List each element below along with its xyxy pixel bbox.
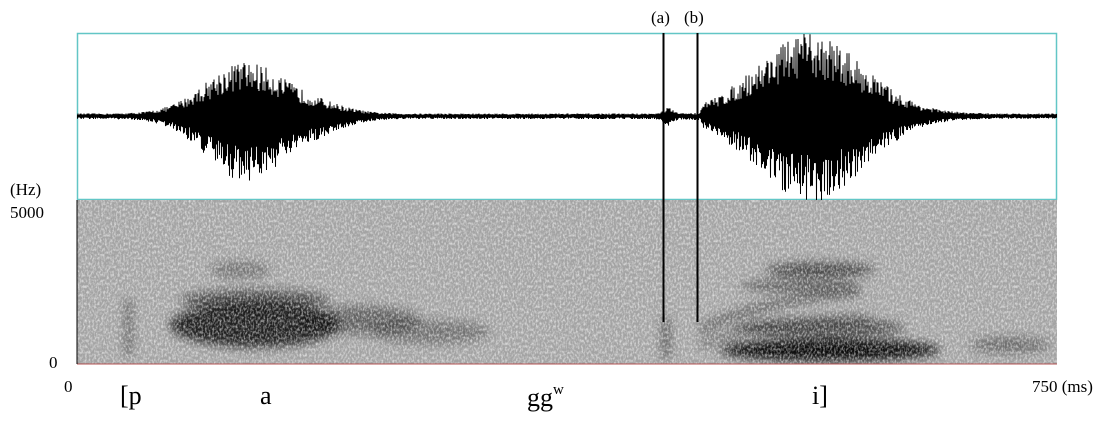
marker-label-a: (a): [651, 8, 670, 27]
x-axis-tick-750: 750 (ms): [1032, 377, 1093, 396]
spectrogram-panel: [77, 200, 1057, 364]
waveform-trace: [77, 33, 1057, 200]
segment-ggw-sup: w: [553, 382, 564, 398]
x-axis-tick-0: 0: [64, 377, 73, 396]
segment-p: [p: [120, 381, 142, 410]
y-axis-tick-0: 0: [49, 353, 58, 372]
segment-ggw: ggw: [527, 383, 564, 411]
segment-ggw-base: gg: [527, 383, 553, 412]
y-axis-unit: (Hz): [10, 180, 42, 199]
marker-label-b: (b): [684, 8, 704, 27]
segment-i: i]: [812, 381, 828, 410]
y-axis-tick-5000: 5000: [10, 203, 44, 222]
segment-a: a: [260, 381, 272, 410]
